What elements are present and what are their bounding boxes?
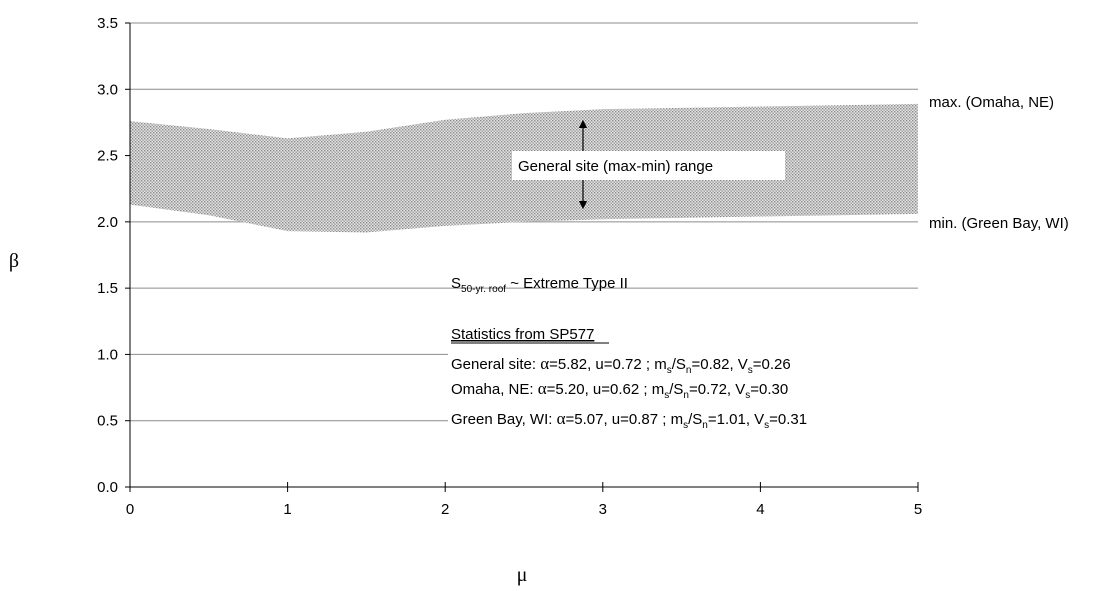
stats-V: =0.31	[769, 411, 807, 428]
stats-slash: /S	[688, 411, 702, 428]
alpha-symbol: α	[540, 354, 549, 373]
dist-symbol: S	[451, 275, 461, 292]
sub-n: n	[683, 390, 689, 401]
sub-n: n	[702, 420, 708, 431]
axes	[125, 22, 919, 492]
y-tick-label-0: 0.0	[97, 479, 118, 496]
y-tick-labels: 0.0 0.5 1.0 1.5 2.0 2.5 3.0 3.5	[97, 15, 118, 496]
max-series-label: max. (Omaha, NE)	[929, 94, 1054, 111]
dist-subscript: 50-yr. roof	[461, 284, 506, 295]
sub-s: s	[683, 420, 688, 431]
stats-line-1: Omaha, NE: α=5.20, u=0.62 ; ms/Sn=0.72, …	[451, 379, 788, 401]
x-tick-label-0: 0	[126, 501, 134, 518]
x-tick-label-5: 5	[914, 501, 922, 518]
stats-site: General site:	[451, 356, 540, 373]
y-tick-label-5: 2.5	[97, 148, 118, 165]
x-tick-label-4: 4	[756, 501, 764, 518]
alpha-symbol: α	[538, 379, 547, 398]
y-axis-label: β	[9, 250, 19, 272]
y-tick-label-3: 1.5	[97, 280, 118, 297]
stats-slash: /S	[669, 381, 683, 398]
y-tick-label-1: 0.5	[97, 413, 118, 430]
stats-ratio: =0.82, V	[691, 356, 747, 373]
stats-V: =0.30	[750, 381, 788, 398]
stats-line-0: General site: α=5.82, u=0.72 ; ms/Sn=0.8…	[451, 354, 791, 376]
sub-s: s	[667, 365, 672, 376]
distribution-note: S50-yr. roof ~ Extreme Type II	[451, 275, 628, 295]
sub-n: n	[686, 365, 692, 376]
x-tick-label-1: 1	[283, 501, 291, 518]
stats-title: Statistics from SP577	[451, 326, 594, 343]
y-tick-label-4: 2.0	[97, 214, 118, 231]
x-tick-labels: 0 1 2 3 4 5	[126, 501, 922, 518]
stats-background	[448, 338, 918, 430]
range-label: General site (max-min) range	[518, 158, 713, 175]
stats-slash: /S	[672, 356, 686, 373]
stats-line-2: Green Bay, WI: α=5.07, u=0.87 ; ms/Sn=1.…	[451, 409, 807, 431]
x-tick-label-3: 3	[599, 501, 607, 518]
stats-V: =0.26	[753, 356, 791, 373]
y-tick-label-7: 3.5	[97, 15, 118, 32]
dist-text: ~ Extreme Type II	[506, 275, 628, 292]
x-axis-label: μ	[517, 564, 528, 586]
sub-s2: s	[748, 365, 753, 376]
range-annotation: General site (max-min) range	[512, 119, 785, 210]
stats-ratio: =1.01, V	[708, 411, 764, 428]
stats-site: Omaha, NE:	[451, 381, 538, 398]
min-series-label: min. (Green Bay, WI)	[929, 215, 1069, 232]
stats-alpha-u: =5.82, u=0.72 ; m	[549, 356, 667, 373]
sub-s: s	[664, 390, 669, 401]
y-tick-label-2: 1.0	[97, 346, 118, 363]
stats-ratio: =0.72, V	[689, 381, 745, 398]
range-label-box	[512, 151, 785, 180]
sub-s2: s	[764, 420, 769, 431]
stats-site: Green Bay, WI:	[451, 411, 557, 428]
y-tick-label-6: 3.0	[97, 81, 118, 98]
sub-s2: s	[745, 390, 750, 401]
stats-alpha-u: =5.20, u=0.62 ; m	[547, 381, 665, 398]
x-tick-label-2: 2	[441, 501, 449, 518]
stats-alpha-u: =5.07, u=0.87 ; m	[566, 411, 684, 428]
stats-lines: General site: α=5.82, u=0.72 ; ms/Sn=0.8…	[451, 354, 807, 431]
alpha-symbol: α	[557, 409, 566, 428]
